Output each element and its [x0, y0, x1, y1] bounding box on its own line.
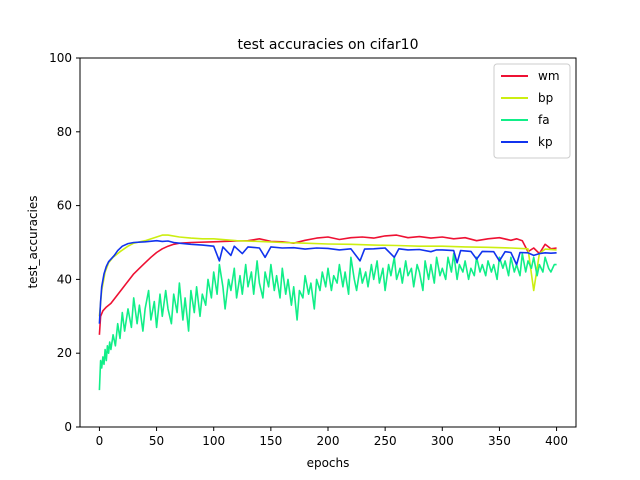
y-tick-label: 100	[49, 51, 72, 65]
series-line-kp	[98, 239, 557, 324]
x-tick-label: 0	[96, 434, 104, 448]
y-tick-label: 40	[57, 272, 72, 286]
legend-box	[493, 63, 571, 159]
x-tick-label: 100	[202, 434, 225, 448]
legend: wm bp fa kp	[493, 63, 571, 159]
y-axis-label: test_accuracies	[26, 195, 40, 288]
y-axis-ticks: 0 20 40 60 80 100	[49, 51, 80, 434]
x-tick-label: 300	[431, 434, 454, 448]
series-line-fa	[98, 252, 557, 391]
x-tick-label: 250	[374, 434, 397, 448]
series-line-bp	[98, 234, 557, 317]
x-axis-label: epochs	[307, 456, 350, 470]
chart-title: test accuracies on cifar10	[237, 37, 418, 53]
series-layer	[98, 234, 557, 391]
x-tick-label: 200	[317, 434, 340, 448]
series-line-wm	[98, 234, 557, 335]
x-tick-label: 400	[545, 434, 568, 448]
y-tick-label: 80	[57, 125, 72, 139]
x-tick-label: 350	[488, 434, 511, 448]
y-tick-label: 0	[64, 420, 72, 434]
legend-label-bp: bp	[538, 91, 553, 105]
x-tick-label: 150	[259, 434, 282, 448]
x-axis-ticks: 0 50 100 150 200 250 300 350 400	[96, 427, 568, 448]
legend-label-kp: kp	[538, 135, 553, 149]
y-tick-label: 60	[57, 199, 72, 213]
plot-frame	[79, 57, 577, 428]
legend-label-wm: wm	[538, 69, 560, 83]
legend-label-fa: fa	[538, 113, 550, 127]
y-tick-label: 20	[57, 346, 72, 360]
x-tick-label: 50	[149, 434, 164, 448]
